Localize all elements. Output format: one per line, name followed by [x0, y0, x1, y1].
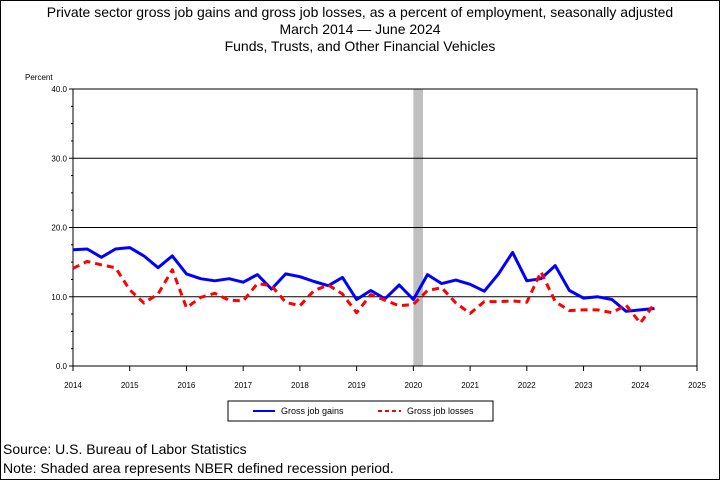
- footer-notes: Source: U.S. Bureau of Labor Statistics …: [3, 440, 394, 478]
- x-tick-label: 2019: [348, 381, 366, 390]
- plot-area-border: [72, 88, 698, 367]
- x-tick-label: 2015: [121, 381, 139, 390]
- chart-title-block: Private sector gross job gains and gross…: [0, 4, 720, 55]
- legend-losses-label: Gross job losses: [407, 406, 474, 416]
- x-tick-label: 2016: [178, 381, 196, 390]
- y-tick-label: 20.0: [51, 224, 67, 233]
- x-tick-label: 2017: [234, 381, 252, 390]
- note-text: Note: Shaded area represents NBER define…: [3, 460, 394, 476]
- chart-date-range: March 2014 — June 2024: [279, 21, 441, 37]
- x-tick-label: 2014: [64, 381, 82, 390]
- gross-job-gains-line: [72, 246, 655, 313]
- y-tick-label: 40.0: [51, 85, 67, 94]
- y-tick-label: 30.0: [51, 154, 67, 163]
- legend-gains-label: Gross job gains: [281, 406, 344, 416]
- source-text: Source: U.S. Bureau of Labor Statistics: [3, 441, 247, 457]
- y-tick-label: 0.0: [56, 362, 68, 371]
- chart-industry: Funds, Trusts, and Other Financial Vehic…: [224, 38, 496, 54]
- y-tick-label: 10.0: [51, 293, 67, 302]
- gross-job-losses-line: [72, 259, 656, 325]
- chart-title: Private sector gross job gains and gross…: [46, 4, 674, 20]
- x-tick-label: 2022: [518, 381, 536, 390]
- x-tick-label: 2024: [631, 381, 649, 390]
- x-tick-label: 2020: [404, 381, 422, 390]
- x-tick-label: 2023: [575, 381, 593, 390]
- legend-box: [227, 400, 494, 422]
- x-tick-label: 2021: [461, 381, 479, 390]
- x-tick-label: 2018: [291, 381, 309, 390]
- y-axis-label: Percent: [25, 73, 53, 82]
- x-tick-label: 2025: [688, 381, 706, 390]
